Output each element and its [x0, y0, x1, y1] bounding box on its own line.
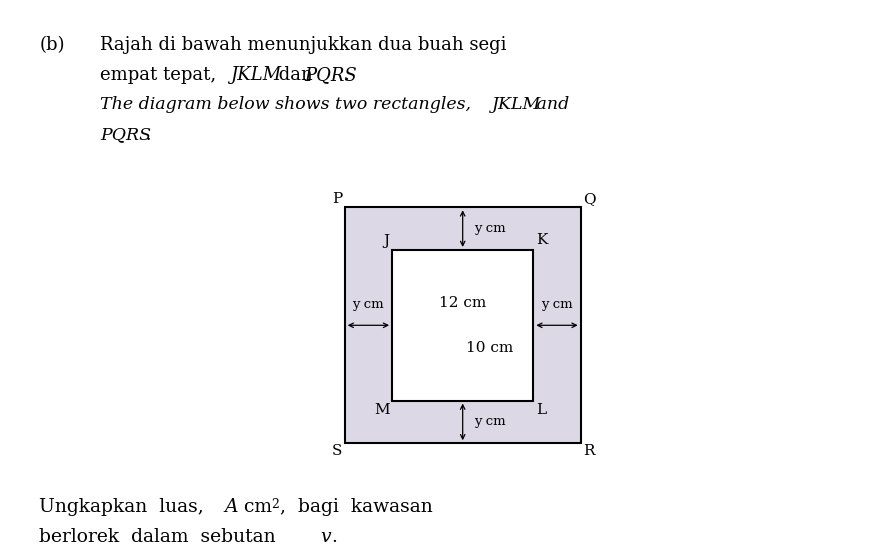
Text: cm: cm	[238, 498, 272, 516]
Text: .: .	[146, 126, 151, 144]
Text: S: S	[332, 444, 342, 458]
Text: A: A	[224, 498, 237, 516]
Text: 10 cm: 10 cm	[465, 341, 512, 355]
Text: Q: Q	[583, 192, 595, 206]
Text: berlorek  dalam  sebutan: berlorek dalam sebutan	[39, 528, 288, 546]
Text: ,  bagi  kawasan: , bagi kawasan	[280, 498, 433, 516]
Text: M: M	[374, 403, 389, 417]
Text: The diagram below shows two rectangles,: The diagram below shows two rectangles,	[100, 96, 477, 113]
Text: (b): (b)	[39, 36, 65, 54]
Text: R: R	[583, 444, 595, 458]
Text: PQRS: PQRS	[305, 66, 357, 84]
Bar	[345, 207, 581, 443]
Text: y cm: y cm	[353, 298, 384, 311]
Text: L: L	[536, 403, 546, 417]
Bar	[392, 250, 533, 401]
Text: empat tepat,: empat tepat,	[100, 66, 223, 84]
Text: and: and	[531, 96, 569, 113]
Text: J: J	[383, 234, 389, 248]
Text: .: .	[331, 528, 337, 546]
Text: K: K	[536, 234, 547, 248]
Text: v: v	[320, 528, 331, 546]
Text: y cm: y cm	[541, 298, 573, 311]
Text: JKLM: JKLM	[230, 66, 281, 84]
Text: y cm: y cm	[475, 415, 506, 428]
Text: Rajah di bawah menunjukkan dua buah segi: Rajah di bawah menunjukkan dua buah segi	[100, 36, 507, 54]
Text: JKLM: JKLM	[491, 96, 540, 113]
Text: 2: 2	[272, 498, 279, 511]
Text: .: .	[343, 66, 349, 84]
Text: y cm: y cm	[475, 222, 506, 235]
Text: P: P	[333, 192, 342, 206]
Text: 12 cm: 12 cm	[439, 296, 486, 310]
Text: dan: dan	[273, 66, 319, 84]
Text: PQRS: PQRS	[100, 126, 151, 144]
Text: Ungkapkan  luas,: Ungkapkan luas,	[39, 498, 216, 516]
